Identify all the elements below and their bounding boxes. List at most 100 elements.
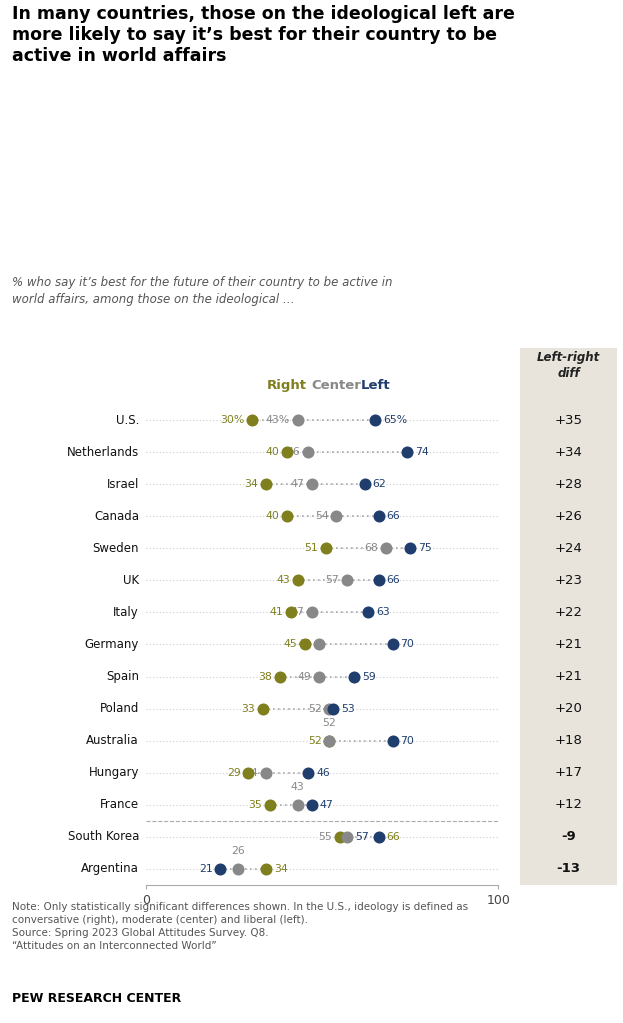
Text: +17: +17 — [554, 766, 583, 780]
Text: 51: 51 — [305, 543, 318, 553]
Text: U.S.: U.S. — [115, 413, 139, 427]
Text: +22: +22 — [554, 606, 583, 619]
Point — [342, 829, 352, 845]
Point — [275, 668, 285, 684]
Text: 52: 52 — [308, 704, 321, 714]
Text: 43: 43 — [276, 575, 290, 585]
Text: 59: 59 — [362, 671, 376, 681]
Text: 49: 49 — [297, 671, 311, 681]
Point — [342, 572, 352, 588]
Point — [363, 605, 373, 621]
Text: +20: +20 — [554, 702, 583, 715]
Point — [307, 605, 317, 621]
Text: +24: +24 — [554, 542, 583, 554]
Point — [247, 412, 257, 429]
Text: 66: 66 — [386, 575, 400, 585]
Text: Center: Center — [312, 379, 361, 392]
Text: 34: 34 — [245, 767, 259, 777]
Text: UK: UK — [123, 574, 139, 587]
Point — [307, 476, 317, 492]
Text: 75: 75 — [418, 543, 432, 553]
Text: 62: 62 — [373, 479, 386, 489]
Point — [321, 540, 331, 557]
Text: +12: +12 — [554, 798, 583, 811]
Text: Italy: Italy — [113, 606, 139, 619]
Point — [282, 508, 292, 525]
Text: Note: Only statistically significant differences shown. In the U.S., ideology is: Note: Only statistically significant dif… — [12, 902, 468, 950]
Text: 34: 34 — [245, 479, 259, 489]
Point — [257, 701, 267, 717]
Point — [261, 764, 271, 781]
Text: 41: 41 — [269, 608, 283, 618]
Point — [406, 540, 416, 557]
Text: 26: 26 — [231, 846, 245, 856]
Text: 21: 21 — [199, 863, 212, 874]
Text: +18: +18 — [554, 735, 583, 747]
Point — [314, 668, 324, 684]
Point — [374, 508, 384, 525]
Point — [244, 764, 254, 781]
Point — [328, 701, 338, 717]
Text: Left: Left — [360, 379, 390, 392]
Point — [381, 540, 391, 557]
Point — [388, 732, 398, 749]
Text: Hungary: Hungary — [88, 766, 139, 780]
Point — [265, 797, 275, 813]
Point — [307, 797, 317, 813]
Point — [325, 732, 335, 749]
Point — [349, 668, 359, 684]
Text: Argentina: Argentina — [81, 862, 139, 876]
Text: 38: 38 — [259, 671, 272, 681]
Point — [233, 860, 243, 877]
Text: 45: 45 — [283, 639, 297, 650]
Text: 57: 57 — [326, 575, 340, 585]
Text: % who say it’s best for the future of their country to be active in
world affair: % who say it’s best for the future of th… — [12, 276, 393, 306]
Text: 29: 29 — [227, 767, 240, 777]
Point — [314, 636, 324, 653]
Text: 53: 53 — [341, 704, 354, 714]
Text: 49: 49 — [297, 639, 311, 650]
Text: -13: -13 — [556, 862, 581, 876]
Point — [402, 444, 412, 460]
Text: +21: +21 — [554, 638, 583, 651]
Point — [359, 476, 369, 492]
Point — [303, 444, 313, 460]
Point — [282, 444, 292, 460]
Text: 66: 66 — [386, 512, 400, 522]
Text: 55: 55 — [318, 832, 332, 842]
Text: 43: 43 — [291, 782, 305, 792]
Text: 43%: 43% — [266, 415, 290, 426]
Point — [388, 636, 398, 653]
Point — [216, 860, 226, 877]
Point — [286, 605, 296, 621]
Text: Right: Right — [267, 379, 307, 392]
Text: Germany: Germany — [85, 638, 139, 651]
Text: 57: 57 — [354, 832, 369, 842]
Text: 35: 35 — [248, 800, 262, 810]
Text: Australia: Australia — [87, 735, 139, 747]
Point — [325, 732, 335, 749]
Text: 46: 46 — [287, 447, 300, 457]
Point — [331, 508, 341, 525]
Text: 47: 47 — [320, 800, 333, 810]
Text: 65%: 65% — [383, 415, 407, 426]
Point — [303, 764, 313, 781]
Text: 68: 68 — [364, 543, 378, 553]
Text: 70: 70 — [401, 736, 414, 746]
Text: Sweden: Sweden — [92, 542, 139, 554]
Text: +21: +21 — [554, 670, 583, 683]
Text: 74: 74 — [415, 447, 429, 457]
Text: Spain: Spain — [106, 670, 139, 683]
Text: Poland: Poland — [100, 702, 139, 715]
Point — [374, 829, 384, 845]
Text: Israel: Israel — [107, 478, 139, 491]
Text: +35: +35 — [554, 413, 583, 427]
Text: Netherlands: Netherlands — [67, 446, 139, 458]
Point — [374, 572, 384, 588]
Text: 66: 66 — [386, 832, 400, 842]
Point — [293, 797, 303, 813]
Text: +28: +28 — [554, 478, 583, 491]
Text: +26: +26 — [554, 509, 583, 523]
Point — [293, 412, 303, 429]
Text: 52: 52 — [323, 718, 336, 727]
